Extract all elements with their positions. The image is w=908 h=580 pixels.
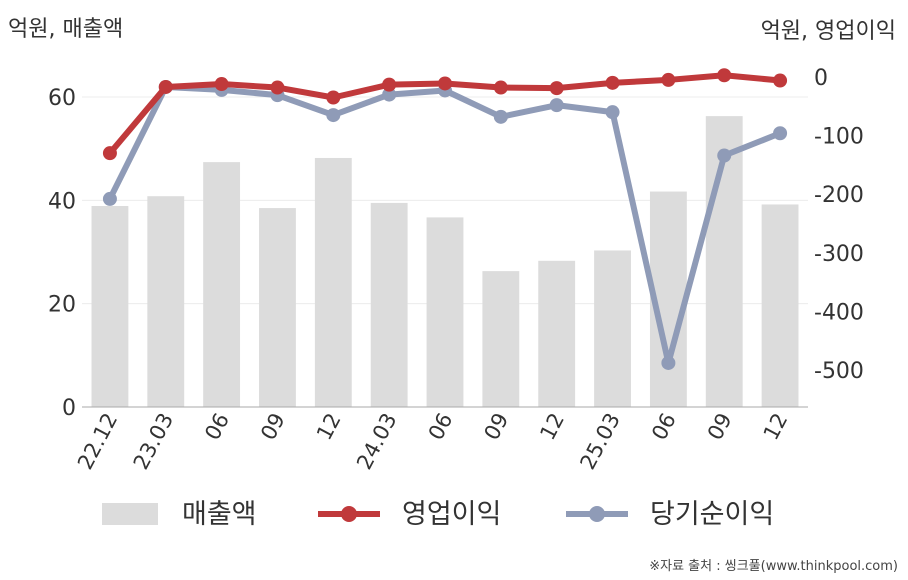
bar bbox=[314, 157, 352, 407]
x-tick-label: 09 bbox=[256, 409, 290, 444]
x-tick-label: 25.03 bbox=[576, 409, 625, 473]
series-point bbox=[605, 75, 620, 90]
line-series bbox=[102, 68, 788, 370]
legend-swatch bbox=[102, 503, 158, 525]
x-ticks: 22.12 23.03 06 09 12 24.03 06 09 12 25.03 06 09 12 bbox=[73, 409, 793, 473]
series-point bbox=[493, 109, 508, 124]
source-note: ※자료 출처 : 씽크풀(www.thinkpool.com) bbox=[649, 559, 898, 574]
legend-label: 영업이익 bbox=[402, 499, 501, 530]
x-tick-label: 06 bbox=[647, 409, 681, 444]
x-tick-label: 12 bbox=[535, 409, 569, 444]
x-tick-label: 06 bbox=[424, 409, 458, 444]
bar bbox=[538, 260, 576, 407]
y-right-tick-label: -100 bbox=[814, 125, 864, 150]
y-left-tick-label: 0 bbox=[62, 396, 76, 421]
y-right-tick-label: -300 bbox=[814, 242, 864, 267]
y-left-tick-label: 40 bbox=[48, 189, 76, 214]
x-tick-label: 22.12 bbox=[73, 409, 122, 473]
bar bbox=[91, 206, 129, 407]
series-point bbox=[102, 146, 117, 161]
y-left-tick-label: 20 bbox=[48, 293, 76, 318]
series-point bbox=[773, 73, 788, 88]
legend-label: 당기순이익 bbox=[650, 499, 774, 530]
bar bbox=[203, 162, 241, 407]
x-tick-label: 06 bbox=[200, 409, 234, 444]
legend-marker bbox=[341, 506, 357, 522]
bar bbox=[147, 196, 185, 407]
series-point bbox=[102, 191, 117, 206]
series-point bbox=[493, 80, 508, 95]
legend-label: 매출액 bbox=[182, 499, 257, 530]
x-tick-label: 09 bbox=[703, 409, 737, 444]
x-tick-label: 23.03 bbox=[129, 409, 178, 473]
bar bbox=[370, 202, 408, 407]
series-point bbox=[549, 81, 564, 96]
bar-series bbox=[91, 116, 799, 407]
y-right-ticks: 0 -100 -200 -300 -400 -500 bbox=[814, 66, 864, 384]
y-right-tick-label: 0 bbox=[814, 66, 828, 91]
bar bbox=[761, 204, 799, 407]
y-right-axis-label: 억원, 영업이익 bbox=[761, 19, 896, 44]
series-point bbox=[382, 87, 397, 102]
y-left-axis-label: 억원, 매출액 bbox=[8, 17, 123, 42]
y-right-tick-label: -500 bbox=[814, 359, 864, 384]
legend: 매출액 영업이익 당기순이익 bbox=[102, 499, 774, 530]
bar bbox=[594, 250, 631, 407]
series-point bbox=[438, 76, 452, 91]
series-point bbox=[382, 77, 397, 92]
y-left-tick-label: 60 bbox=[48, 86, 76, 111]
bar bbox=[426, 217, 464, 407]
series-point bbox=[326, 90, 341, 105]
series-point bbox=[158, 79, 173, 94]
x-tick-label: 12 bbox=[312, 409, 346, 444]
series-point bbox=[661, 72, 676, 87]
series-point bbox=[773, 126, 788, 141]
series-point bbox=[270, 80, 285, 95]
y-left-ticks: 0 20 40 60 bbox=[48, 86, 76, 421]
series-point bbox=[605, 105, 620, 120]
series-point bbox=[326, 108, 341, 123]
legend-marker bbox=[589, 506, 605, 522]
series-point bbox=[661, 355, 676, 370]
x-tick-label: 09 bbox=[480, 409, 514, 444]
x-tick-label: 12 bbox=[759, 409, 793, 444]
series-point bbox=[717, 148, 732, 163]
series-point bbox=[214, 77, 229, 92]
bar bbox=[482, 271, 520, 407]
y-right-tick-label: -400 bbox=[814, 300, 864, 325]
x-tick-label: 24.03 bbox=[352, 409, 401, 473]
bar bbox=[259, 208, 296, 407]
series-point bbox=[717, 68, 732, 83]
y-right-tick-label: -200 bbox=[814, 183, 864, 208]
series-point bbox=[549, 98, 564, 113]
